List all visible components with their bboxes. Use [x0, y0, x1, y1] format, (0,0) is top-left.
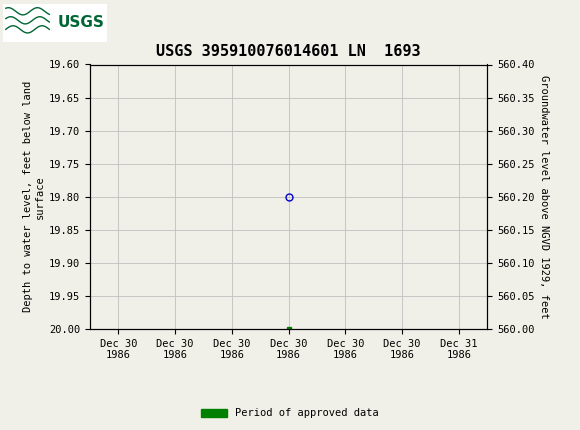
Legend: Period of approved data: Period of approved data: [197, 404, 383, 423]
Text: USGS: USGS: [58, 15, 105, 30]
Title: USGS 395910076014601 LN  1693: USGS 395910076014601 LN 1693: [156, 44, 421, 59]
Y-axis label: Depth to water level, feet below land
surface: Depth to water level, feet below land su…: [23, 81, 45, 312]
FancyBboxPatch shape: [3, 3, 107, 42]
Y-axis label: Groundwater level above NGVD 1929, feet: Groundwater level above NGVD 1929, feet: [539, 75, 549, 319]
